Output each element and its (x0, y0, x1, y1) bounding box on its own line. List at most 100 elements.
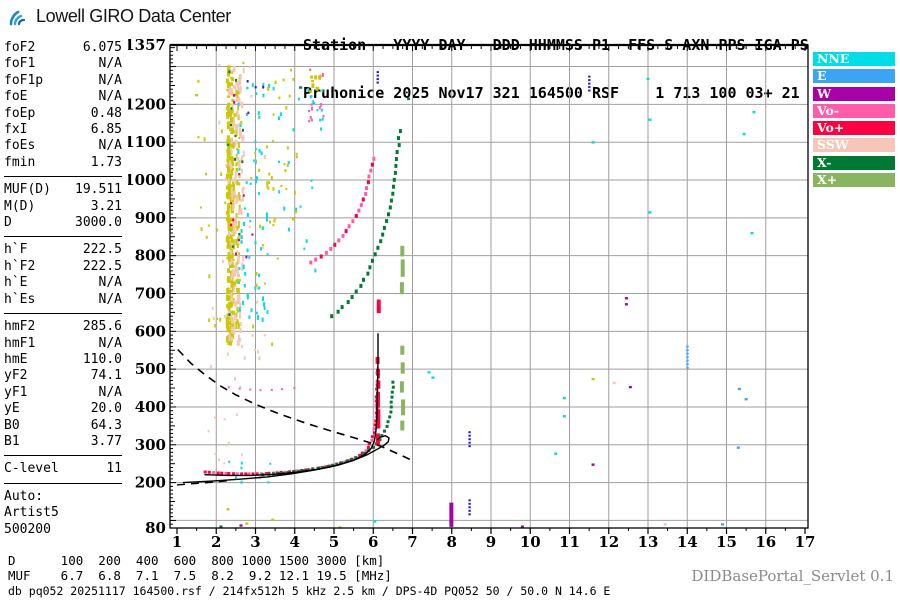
param-value: 6.85 (90, 122, 122, 138)
distance-row: D 100 200 400 600 800 1000 1500 3000 [km… (8, 553, 385, 568)
param-label: M(D) (4, 198, 36, 214)
param-row: MUF(D) 19.511 (4, 182, 122, 198)
param-label: fxI (4, 122, 28, 138)
param-row: hmF2 285.6 (4, 319, 122, 335)
x-axis-label: 4 (290, 533, 300, 551)
param-row: yF2 74.1 (4, 368, 122, 384)
param-label: h`E (4, 275, 28, 291)
param-label: yE (4, 401, 20, 417)
param-label: B1 (4, 433, 20, 449)
param-value: 19.511 (75, 182, 122, 198)
param-row: foEs N/A (4, 138, 122, 154)
y-axis-label: 900 (135, 209, 166, 227)
muf-row: MUF 6.7 6.8 7.1 7.5 8.2 9.2 12.1 19.5 [M… (8, 568, 392, 583)
chart-gridlines (170, 45, 808, 528)
model-curves (176, 333, 413, 486)
giro-wave-logo-icon (9, 10, 26, 26)
x-axis-label: 11 (559, 533, 580, 551)
param-label: foEs (4, 138, 36, 154)
param-label: foEp (4, 105, 36, 121)
curve-model-o-trace (204, 333, 379, 477)
spread-f-bars (375, 245, 454, 527)
panel-divider (4, 313, 122, 315)
param-value: 110.0 (82, 351, 122, 367)
x-axis-label: 13 (638, 533, 659, 551)
legend-item-e: E (813, 69, 895, 84)
legend-item-w: W (813, 86, 895, 101)
param-label: hmF2 (4, 319, 36, 335)
x-axis-label: 12 (598, 533, 619, 551)
param-value: N/A (98, 56, 122, 72)
noise-salmon-stripes (227, 65, 245, 346)
brand-title: Lowell GIRO Data Center (36, 5, 231, 26)
noise-cyan-sparse-mid (272, 87, 317, 273)
trace-second-hop-flat (227, 386, 296, 392)
measurement-footer: db pq052 20251117 164500.rsf / 214fx512h… (8, 584, 611, 598)
param-row: h`F 222.5 (4, 242, 122, 258)
param-value: 74.1 (90, 368, 122, 384)
autoscaling-info-line: Auto: (4, 488, 44, 504)
param-value: 0.48 (90, 105, 122, 121)
spread-bars-x_plus (399, 245, 406, 431)
param-row: foF1 N/A (4, 56, 122, 72)
panel-divider (4, 236, 122, 238)
axis-labels: 1357120011001000900800700600500400300200… (128, 38, 815, 551)
legend-item-voplus: Vo+ (813, 121, 895, 136)
trace-x-trace-second-hop (330, 129, 402, 319)
panel-divider (4, 176, 122, 178)
y-axis-label: 1000 (128, 171, 166, 189)
x-axis-label: 3 (250, 533, 260, 551)
noise-top-cluster-olive (309, 75, 322, 93)
param-label: hmF1 (4, 335, 36, 351)
y-axis-label: 1100 (128, 133, 166, 151)
x-axis-label: 8 (447, 533, 457, 551)
param-value: N/A (98, 275, 122, 291)
dotted-column-e (686, 345, 689, 369)
param-label: h`Es (4, 291, 36, 307)
legend-item-xminus: X- (813, 155, 895, 170)
x-axis-label: 10 (520, 533, 541, 551)
noise-olive-sparse-mid (266, 68, 298, 227)
param-row: foEp 0.48 (4, 106, 122, 122)
param-value: N/A (98, 384, 122, 400)
x-axis-label: 1 (172, 533, 182, 551)
panel-divider (4, 482, 122, 484)
param-row: C-level 11 (4, 461, 122, 477)
x-axis-label: 14 (677, 533, 698, 551)
param-value: 3.77 (90, 433, 122, 449)
ionogram-parameters-panel: foF2 6.075 foF1 N/A foF1p N/A foE N/A foEp 0.48 fx… (4, 40, 122, 538)
param-value: 6.075 (82, 40, 122, 55)
lowell-giro-brand: Lowell GIRO Data Center (8, 4, 231, 28)
noise-navy-specks-left (246, 80, 265, 89)
noise-salmon-sparse-left (209, 63, 266, 389)
x-axis-label: 15 (716, 533, 737, 551)
y-axis-label: 800 (135, 247, 166, 265)
param-value: N/A (98, 335, 122, 351)
noise-cyan-speckle (237, 83, 271, 322)
param-row: D 3000.0 (4, 215, 122, 231)
y-axis-label: 80 (145, 519, 166, 537)
param-label: foE (4, 89, 28, 105)
param-row: hmE 110.0 (4, 352, 122, 368)
legend-item-vominus: Vo- (813, 103, 895, 118)
param-label: fmin (4, 154, 36, 170)
param-value: 1.73 (90, 154, 122, 170)
noise-purple-specks-left (237, 111, 254, 259)
x-axis-label: 5 (329, 533, 339, 551)
param-row: hmF1 N/A (4, 336, 122, 352)
param-row: fmin 1.73 (4, 155, 122, 171)
param-row: B0 64.3 (4, 418, 122, 434)
spread-bars-w (449, 502, 454, 527)
x-axis-label: 6 (368, 533, 378, 551)
trace-o-trace-second-hop (309, 156, 376, 265)
autoscaling-info-line: 500200 (4, 521, 51, 537)
param-row: B1 3.77 (4, 434, 122, 450)
param-label: foF2 (4, 40, 36, 55)
echo-direction-legend: NNE E W Vo- Vo+ SSW X- X+ (813, 52, 895, 190)
y-axis-label: 500 (135, 360, 166, 378)
param-value: N/A (98, 291, 122, 307)
param-value: 222.5 (82, 258, 122, 274)
x-axis-label: 2 (211, 533, 221, 551)
param-value: N/A (98, 72, 122, 88)
y-axis-label: 1200 (128, 95, 166, 113)
